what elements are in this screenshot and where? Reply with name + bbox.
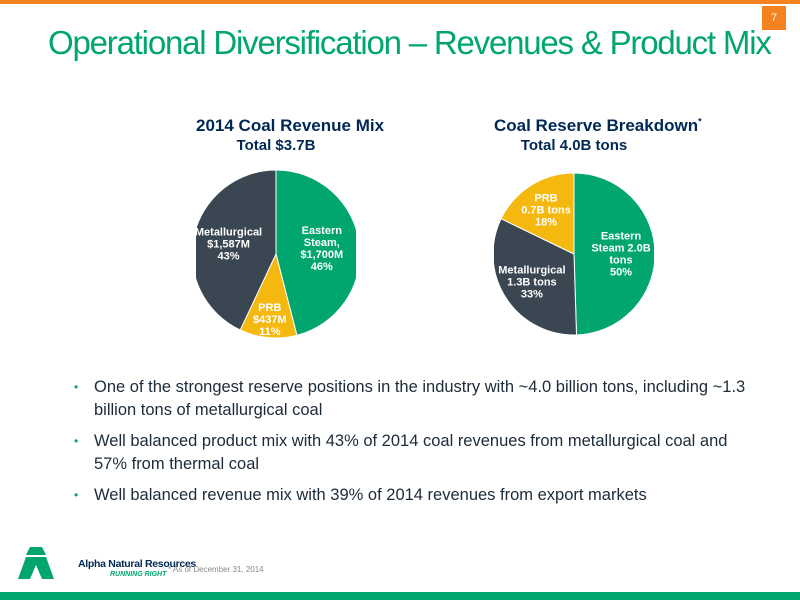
footnote: * As of December 31, 2014 xyxy=(168,565,264,574)
bullet-icon: • xyxy=(74,380,79,394)
company-logo-icon xyxy=(18,547,54,579)
footnote-marker: * xyxy=(698,116,702,127)
page-number: 7 xyxy=(762,6,786,30)
top-accent-bar xyxy=(0,0,800,4)
pie-data-label-prb: PRB 0.7B tons 18% xyxy=(521,192,571,228)
pie-slice-prb xyxy=(500,172,575,255)
bottom-accent-bar xyxy=(0,592,800,600)
pie-slice-metallurgical xyxy=(494,218,578,336)
pie-data-label-eastern-steam: Eastern Steam, $1,700M 46% xyxy=(300,225,343,273)
chart-title: 2014 Coal Revenue Mix xyxy=(196,116,385,135)
bullet-list: • One of the strongest reserve positions … xyxy=(72,376,752,515)
chart-subtitle: Total 4.0B tons xyxy=(520,137,628,154)
bullet-icon: • xyxy=(74,434,79,448)
pie-data-label-prb: PRB $437M 11% xyxy=(253,302,287,338)
chart-subtitle: Total $3.7B xyxy=(236,137,316,154)
chart-title: Coal Reserve Breakdown* xyxy=(494,116,702,135)
bullet-item: • One of the strongest reserve positions … xyxy=(74,378,746,419)
slide-title: Operational Diversification – Revenues &… xyxy=(48,24,772,61)
bullet-item: • Well balanced product mix with 43% of 2… xyxy=(74,432,728,473)
revenue-mix-pie: Eastern Steam, $1,700M 46% PRB $437M 11% Metall… xyxy=(196,169,356,339)
pie-slice-eastern-steam xyxy=(573,172,654,336)
brand-name: Alpha Natural Resources xyxy=(78,558,196,570)
pie-data-label-eastern-steam: Eastern Steam 2.0B tons 50% xyxy=(591,230,650,278)
pie-data-label-metallurgical: Metallurgical $1,587M 43% xyxy=(196,226,262,262)
bullet-icon: • xyxy=(74,488,79,502)
pie-slice-eastern-steam xyxy=(275,169,356,336)
bullet-item: • Well balanced revenue mix with 39% of 2… xyxy=(72,484,752,507)
reserve-breakdown-pie: Eastern Steam 2.0B tons 50% Metallurgical 1.3… xyxy=(494,172,654,336)
pie-slice-metallurgical xyxy=(196,169,277,331)
brand-tagline: RUNNING RIGHT xyxy=(110,571,167,578)
pie-data-label-metallurgical: Metallurgical 1.3B tons 33% xyxy=(498,264,565,300)
